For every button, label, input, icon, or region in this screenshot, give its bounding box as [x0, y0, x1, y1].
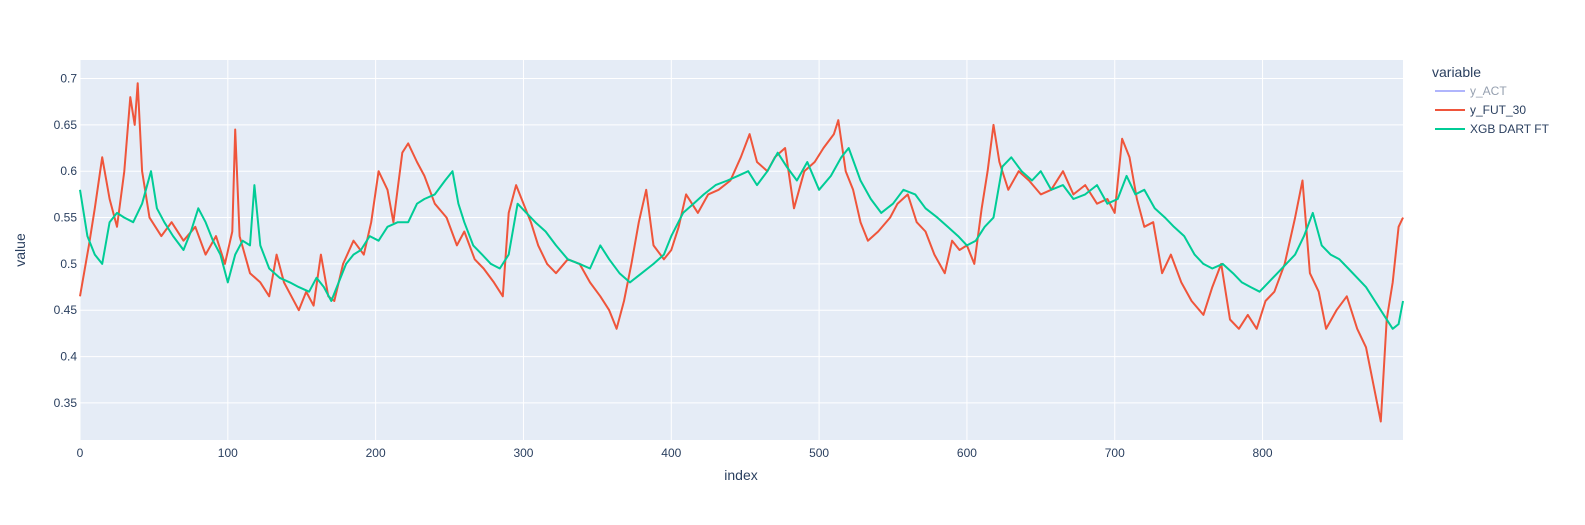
x-tick-label: 600 — [957, 446, 977, 460]
legend-label-y-act: y_ACT — [1470, 84, 1507, 98]
y-gridlines — [80, 78, 1403, 404]
x-axis-title: index — [724, 467, 757, 483]
y-tick-label: 0.4 — [60, 350, 77, 364]
legend-label-y-fut-30: y_FUT_30 — [1470, 103, 1526, 117]
y-tick-label: 0.45 — [54, 303, 78, 317]
x-tick-label: 400 — [661, 446, 681, 460]
y-tick-label: 0.35 — [54, 396, 78, 410]
y-tick-label: 0.55 — [54, 211, 78, 225]
y-tick-label: 0.7 — [60, 72, 77, 86]
x-tick-labels: 0 100 200 300 400 500 600 700 800 — [77, 446, 1273, 460]
x-tick-label: 200 — [366, 446, 386, 460]
plot-area — [80, 60, 1403, 440]
x-tick-label: 500 — [809, 446, 829, 460]
x-tick-label: 100 — [218, 446, 238, 460]
series-lines — [79, 82, 1404, 423]
legend: variable y_ACT y_FUT_30 XGB DART FT — [1432, 64, 1550, 136]
legend-item-xgb-dart-ft[interactable]: XGB DART FT — [1435, 122, 1550, 136]
y-tick-label: 0.5 — [60, 257, 77, 271]
legend-item-y-act[interactable]: y_ACT — [1435, 84, 1507, 98]
y-axis-title: value — [12, 233, 28, 267]
x-tick-label: 800 — [1253, 446, 1273, 460]
legend-item-y-fut-30[interactable]: y_FUT_30 — [1435, 103, 1526, 117]
series-line-xgb-dart-ft — [79, 147, 1404, 330]
y-tick-label: 0.65 — [54, 118, 78, 132]
y-tick-label: 0.6 — [60, 164, 77, 178]
x-tick-label: 0 — [77, 446, 84, 460]
x-tick-label: 300 — [513, 446, 533, 460]
series-line-y-fut-30 — [79, 82, 1404, 423]
x-tick-label: 700 — [1105, 446, 1125, 460]
legend-title: variable — [1432, 64, 1481, 80]
legend-label-xgb-dart-ft: XGB DART FT — [1470, 122, 1550, 136]
y-tick-labels: 0.35 0.4 0.45 0.5 0.55 0.6 0.65 0.7 — [54, 72, 78, 410]
